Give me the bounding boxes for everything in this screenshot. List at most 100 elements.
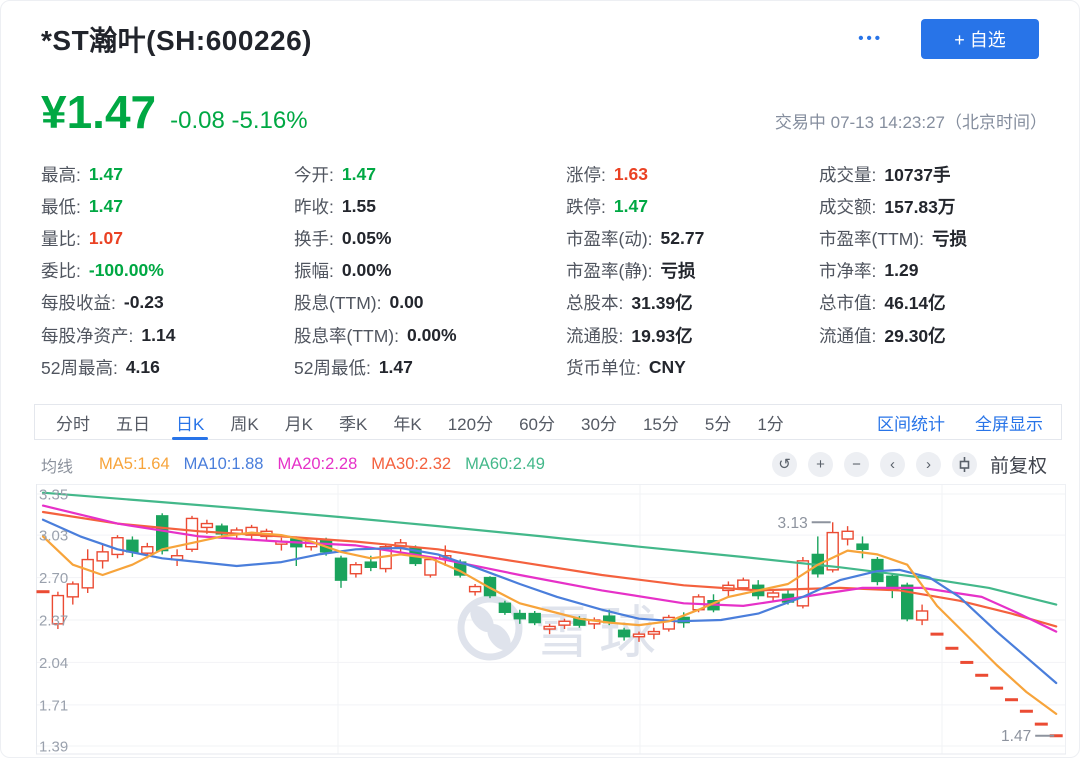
candle-body (915, 610, 929, 621)
tab-60min[interactable]: 60分 (519, 414, 556, 434)
plus-icon: + (816, 456, 825, 473)
candle-body (558, 620, 571, 626)
page-title: *ST瀚叶(SH:600226) (41, 25, 312, 56)
ma-line-ma30 (41, 510, 1058, 628)
tab-15min[interactable]: 15分 (642, 414, 679, 434)
ma-prefix-label: 均线 (41, 458, 74, 476)
stat-52w-high: 52周最高: 4.16 (41, 351, 294, 383)
tab-5day[interactable]: 五日 (116, 414, 150, 434)
stats-column: 成交量: 10737手 成交额: 157.83万 市盈率(TTM): 亏损 市净率: 1.29… (819, 158, 1047, 383)
stat-limit-up: 涨停: 1.63 (566, 158, 819, 190)
stat-value: 1.29 (884, 260, 919, 281)
candle-body (334, 557, 348, 581)
candle-body (126, 539, 139, 553)
stat-label: 量比: (41, 228, 81, 249)
stat-value: 亏损 (931, 228, 967, 249)
stat-label: 52周最低: (294, 357, 371, 378)
candle-body (662, 616, 675, 630)
candle-body (349, 564, 363, 575)
candlestick-chart[interactable]: 雪球 3.35 3.03 2.70 2.37 2.04 1.71 1.39 3.13 1.47 (1, 484, 1080, 758)
pan-right-button[interactable]: › (915, 452, 941, 477)
candle-body (141, 546, 154, 554)
stat-52w-low: 52周最低: 1.47 (294, 351, 566, 383)
stat-pe-ttm: 市盈率(TTM): 亏损 (819, 222, 1047, 254)
stat-pe-static: 市盈率(静): 亏损 (566, 255, 819, 287)
candle-body (632, 633, 646, 638)
stat-float-shares: 流通股: 19.93亿 (566, 319, 819, 351)
candlestick-icon (959, 457, 970, 472)
stat-label: 最高: (41, 164, 81, 185)
ma-legend-item: MA60:2.49 (465, 455, 545, 473)
candle-body (901, 584, 914, 620)
stat-value: 0.00 (389, 292, 424, 313)
tab-daily-k[interactable]: 日K (163, 405, 217, 439)
y-axis-tick-label: 3.03 (39, 528, 68, 545)
stat-pb: 市净率: 1.29 (819, 255, 1047, 287)
price-annotation-label: 1.47 (1001, 728, 1031, 745)
tab-1min[interactable]: 1分 (757, 414, 784, 434)
stat-label: 跌停: (566, 196, 606, 217)
stats-column: 今开: 1.47 昨收: 1.55 换手: 0.05% 振幅: 0.00% 股息(TTM): 0.… (294, 158, 566, 383)
stat-value: 4.16 (125, 356, 160, 377)
stat-label: 流通值: (819, 325, 877, 346)
stat-label: 流通股: (566, 325, 624, 346)
candle-body (215, 525, 229, 535)
watermark-text: 雪球 (534, 601, 664, 665)
stat-low: 最低: 1.47 (41, 190, 294, 222)
stat-volume-ratio: 量比: 1.07 (41, 222, 294, 254)
stat-label: 今开: (294, 164, 334, 185)
candles-layer (36, 513, 1063, 738)
undo-button[interactable]: ↺ (771, 452, 797, 477)
tab-5min[interactable]: 5分 (704, 414, 732, 434)
stat-value: 1.14 (141, 324, 176, 345)
more-menu-icon[interactable]: ••• (858, 30, 883, 47)
stat-label: 振幅: (294, 261, 334, 282)
tab-weekly-k[interactable]: 周K (230, 414, 259, 434)
zoom-out-button[interactable]: − (843, 452, 869, 477)
tab-monthly-k[interactable]: 月K (284, 414, 314, 434)
candle-body (66, 583, 80, 598)
price-change: -0.08 -5.16% (170, 107, 308, 134)
tab-120min[interactable]: 120分 (447, 414, 494, 434)
ma-legend: MA5:1.64 MA10:1.88 MA20:2.28 MA30:2.32 MA60:… (99, 455, 545, 474)
candle-body (364, 561, 377, 568)
fullscreen-link[interactable]: 全屏显示 (975, 414, 1043, 434)
tab-30min[interactable]: 30分 (581, 414, 617, 434)
add-watchlist-button[interactable]: + 自选 (921, 19, 1039, 59)
stat-label: 每股收益: (41, 293, 116, 314)
stat-label: 最低: (41, 196, 81, 217)
candle-body (647, 630, 661, 635)
stat-high: 最高: 1.47 (41, 158, 294, 190)
stat-value: 1.47 (88, 195, 123, 216)
ma-toolbar: 均线 MA5:1.64 MA10:1.88 MA20:2.28 MA30:2.32 MA… (41, 451, 1047, 478)
candle-body (826, 531, 839, 571)
stat-label: 成交量: (819, 164, 877, 185)
stat-value: 1.47 (378, 356, 413, 377)
stats-grid: 最高: 1.47 最低: 1.47 量比: 1.07 委比: -100.00% 每股收益: -0.… (41, 158, 1047, 383)
range-stats-link[interactable]: 区间统计 (877, 414, 945, 434)
current-price: ¥1.47 (41, 86, 157, 138)
stat-label: 总股本: (566, 293, 624, 314)
watermark-logo-icon (470, 605, 494, 633)
candle-body (200, 522, 214, 529)
candle-body (111, 537, 124, 556)
stat-amplitude: 振幅: 0.00% (294, 255, 566, 287)
stat-label: 每股净资产: (41, 325, 134, 346)
stat-market-cap: 总市值: 46.14亿 (819, 287, 1047, 319)
quote-row: ¥1.47 -0.08 -5.16% 交易中 07-13 14:23:27（北京… (41, 85, 1047, 139)
stat-dividend-ttm: 股息(TTM): 0.00 (294, 287, 566, 319)
stat-value: 1.55 (341, 195, 376, 216)
zoom-in-button[interactable]: + (807, 452, 833, 477)
candle-style-button[interactable] (951, 452, 977, 477)
tab-quarterly-k[interactable]: 季K (339, 414, 368, 434)
pan-left-button[interactable]: ‹ (879, 452, 905, 477)
y-axis-tick-label: 1.71 (39, 697, 68, 714)
stat-label: 股息率(TTM): (294, 325, 399, 346)
stat-total-shares: 总股本: 31.39亿 (566, 287, 819, 319)
tab-minute[interactable]: 分时 (56, 414, 90, 434)
adjust-mode-label[interactable]: 前复权 (989, 456, 1047, 477)
stat-turnover: 换手: 0.05% (294, 222, 566, 254)
tab-yearly-k[interactable]: 年K (393, 414, 422, 434)
stat-net-asset-per-share: 每股净资产: 1.14 (41, 319, 294, 351)
ma-legend-item: MA5:1.64 (99, 455, 170, 473)
